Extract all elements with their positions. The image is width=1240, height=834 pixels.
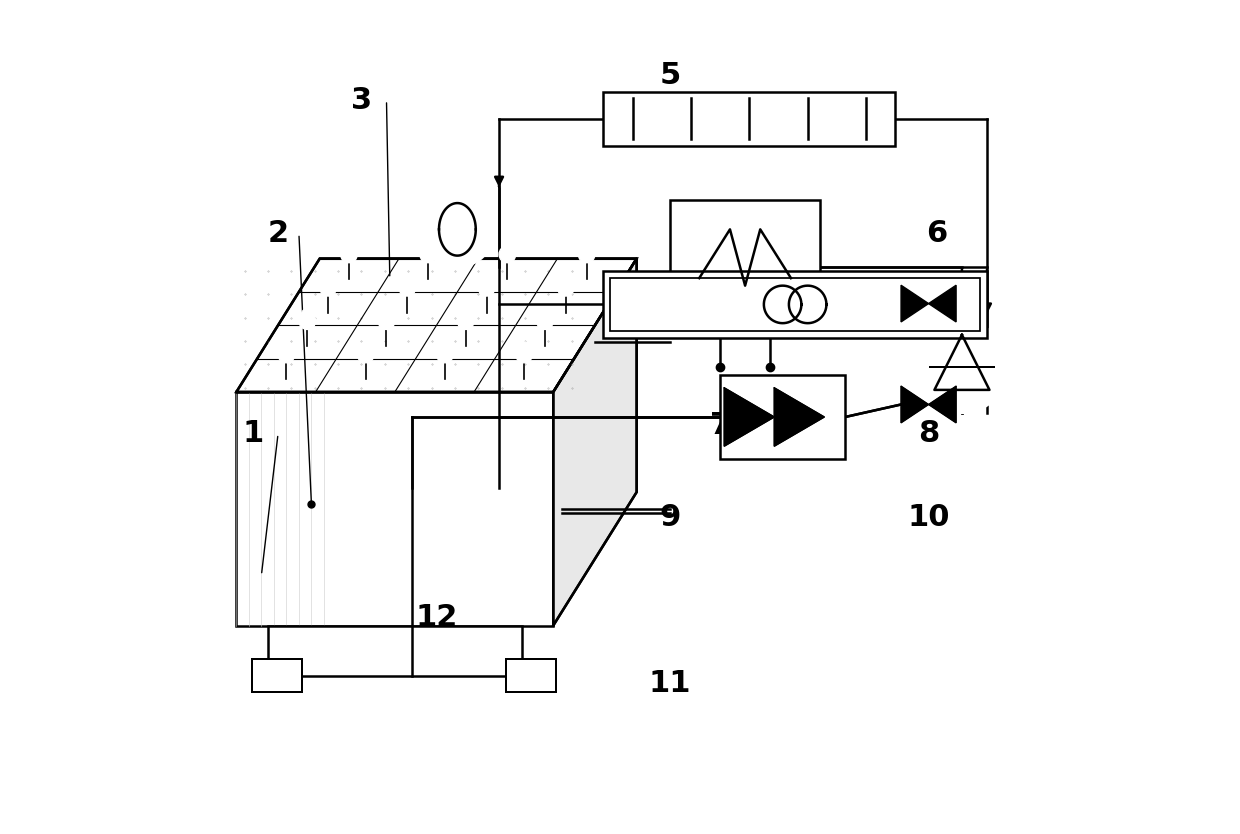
Polygon shape (901, 285, 929, 322)
Circle shape (518, 342, 529, 354)
FancyBboxPatch shape (610, 278, 981, 331)
Circle shape (360, 342, 372, 354)
Circle shape (458, 313, 474, 329)
Circle shape (436, 346, 453, 363)
Circle shape (439, 342, 450, 354)
Circle shape (278, 346, 295, 363)
Circle shape (399, 279, 415, 296)
Circle shape (320, 279, 336, 296)
Circle shape (498, 246, 516, 263)
Circle shape (460, 309, 471, 320)
Circle shape (539, 309, 551, 320)
Polygon shape (237, 259, 636, 392)
Polygon shape (774, 388, 825, 446)
Circle shape (420, 246, 436, 263)
Text: 5: 5 (660, 61, 681, 89)
FancyBboxPatch shape (506, 659, 556, 692)
Circle shape (357, 346, 374, 363)
Circle shape (580, 242, 593, 254)
Circle shape (378, 313, 394, 329)
Circle shape (501, 242, 513, 254)
Circle shape (558, 279, 574, 296)
FancyBboxPatch shape (252, 659, 303, 692)
Circle shape (301, 309, 312, 320)
Text: 11: 11 (649, 670, 691, 698)
FancyBboxPatch shape (604, 92, 895, 146)
Text: 10: 10 (908, 503, 950, 531)
Polygon shape (929, 285, 956, 322)
Polygon shape (724, 388, 774, 446)
Circle shape (322, 275, 334, 287)
Circle shape (916, 321, 1008, 413)
Text: 7: 7 (709, 411, 730, 440)
FancyBboxPatch shape (237, 392, 553, 626)
Text: 9: 9 (660, 503, 681, 531)
Text: 2: 2 (268, 219, 289, 248)
Circle shape (402, 275, 413, 287)
Circle shape (280, 342, 293, 354)
FancyBboxPatch shape (268, 626, 522, 676)
Circle shape (578, 246, 595, 263)
Circle shape (537, 313, 553, 329)
Circle shape (420, 192, 495, 267)
Polygon shape (553, 259, 636, 626)
Circle shape (423, 242, 434, 254)
Circle shape (479, 279, 495, 296)
FancyBboxPatch shape (670, 200, 820, 334)
Circle shape (481, 275, 492, 287)
Circle shape (343, 242, 355, 254)
FancyBboxPatch shape (604, 271, 987, 338)
Polygon shape (901, 386, 929, 423)
Text: 6: 6 (926, 219, 947, 248)
Circle shape (560, 275, 572, 287)
Circle shape (381, 309, 392, 320)
Circle shape (299, 313, 316, 329)
Text: 3: 3 (351, 86, 372, 114)
Text: 8: 8 (918, 420, 939, 448)
Text: 12: 12 (415, 603, 458, 631)
Text: 1: 1 (242, 420, 264, 448)
Circle shape (516, 346, 532, 363)
Circle shape (341, 246, 357, 263)
FancyBboxPatch shape (720, 375, 846, 459)
Polygon shape (929, 386, 956, 423)
